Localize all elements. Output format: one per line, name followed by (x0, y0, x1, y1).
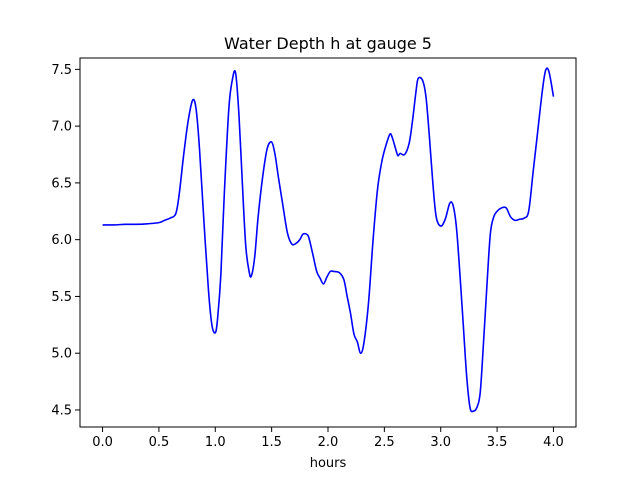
x-axis-label: hours (310, 456, 347, 471)
x-tick-label: 3.0 (430, 435, 451, 450)
y-axis-ticks: 4.5 5.0 5.5 6.0 6.5 7.0 7.5 (51, 63, 80, 418)
x-tick-label: 0.0 (92, 435, 113, 450)
y-tick-label: 6.0 (51, 233, 72, 248)
series-line-0 (102, 67, 555, 413)
x-tick-label: 2.0 (318, 435, 339, 450)
plot-content (102, 67, 555, 413)
x-tick-label: 1.0 (205, 435, 226, 450)
x-tick-label: 0.5 (149, 435, 170, 450)
chart-title: Water Depth h at gauge 5 (224, 34, 432, 53)
y-tick-label: 7.5 (51, 63, 72, 78)
y-tick-label: 5.5 (51, 290, 72, 305)
x-axis-ticks: 0.0 0.5 1.0 1.5 2.0 2.5 3.0 3.5 4.0 (92, 427, 564, 450)
y-tick-label: 5.0 (51, 347, 72, 362)
x-tick-label: 3.5 (487, 435, 508, 450)
y-tick-label: 6.5 (51, 176, 72, 191)
y-tick-label: 4.5 (51, 403, 72, 418)
plot-frame (79, 57, 577, 428)
x-tick-label: 2.5 (374, 435, 395, 450)
x-tick-label: 1.5 (261, 435, 282, 450)
y-tick-label: 7.0 (51, 120, 72, 135)
x-tick-label: 4.0 (543, 435, 564, 450)
